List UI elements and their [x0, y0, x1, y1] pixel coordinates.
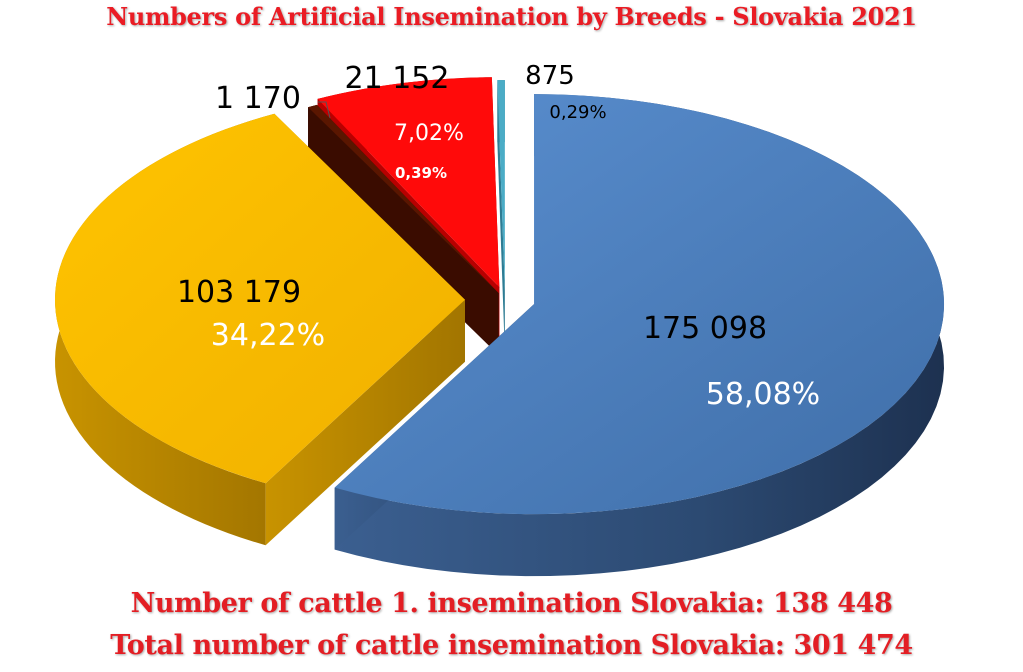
slice-percent-label: 58,08%	[706, 377, 820, 412]
slice-percent-label: 34,22%	[211, 318, 325, 353]
slice-top	[317, 77, 500, 288]
slice-value-label: 1 170	[215, 81, 301, 116]
slice-percent-label: 0,29%	[549, 102, 606, 123]
slice-value-label: 875	[525, 61, 575, 91]
pie-slice	[497, 80, 505, 353]
slice-percent-label: 7,02%	[394, 121, 464, 146]
total-insemination: Total number of cattle insemination Slov…	[110, 630, 913, 661]
leader-line	[318, 101, 331, 119]
slice-top	[308, 104, 499, 294]
slice-rim	[334, 94, 945, 577]
pie-slice	[55, 113, 466, 546]
slice-wall	[497, 80, 505, 353]
slice-top	[55, 113, 466, 484]
slice-percent-label: 0,39%	[395, 164, 447, 182]
first-insemination-total: Number of cattle 1. insemination Slovaki…	[130, 588, 893, 619]
slice-top	[497, 80, 505, 291]
chart-title: Numbers of Artificial Insemination by Br…	[106, 2, 917, 31]
slice-value-label: 103 179	[177, 275, 301, 310]
slice-value-label: 21 152	[345, 61, 450, 96]
slice-top	[334, 94, 945, 515]
slice-value-label: 175 098	[643, 311, 767, 346]
pie-slice	[334, 94, 945, 577]
slice-wall	[265, 299, 466, 546]
